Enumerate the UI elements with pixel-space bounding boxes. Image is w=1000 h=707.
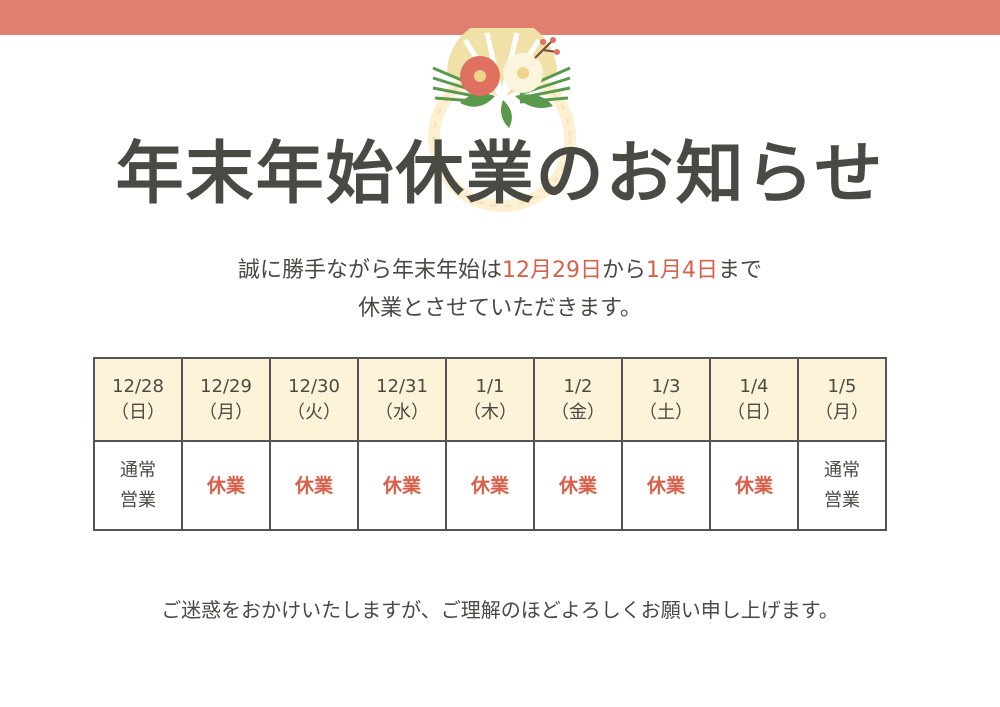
wreath-decoration-icon [428,28,576,212]
status-closed: 休業 [382,474,421,497]
status-open: 営業 [120,489,156,511]
weekday: （月） [815,401,869,423]
notice-message: 誠に勝手ながら年末年始は12月29日から1月4日まで 休業とさせていただきます。 [0,252,1000,328]
message-text: 誠に勝手ながら年末年始は [237,258,502,283]
status-cell: 通常 営業 [93,440,183,531]
weekday: （月） [199,401,253,423]
date-header-row: 12/28 （日） 12/29 （月） 12/30 （火） 12/31 （水） 1/1 （木） 1/… [93,357,887,442]
date: 12/28 [112,375,164,397]
status-cell: 休業 [181,440,271,531]
date-cell: 1/3 （土） [621,357,711,442]
status-cell: 休業 [357,440,447,531]
status-open: 通常 [120,459,156,481]
status-row: 通常 営業 休業 休業 休業 休業 休業 休業 休業 通常 営業 [93,440,887,531]
message-text: まで [718,258,763,283]
weekday: （日） [727,401,781,423]
status-cell: 休業 [621,440,711,531]
start-date: 12月29日 [501,258,602,283]
status-cell: 休業 [533,440,623,531]
status-closed: 休業 [558,474,597,497]
message-text: 休業とさせていただきます。 [358,296,642,321]
date-cell: 12/31 （水） [357,357,447,442]
status-closed: 休業 [294,474,333,497]
footer-message: ご迷惑をおかけいたしますが、ご理解のほどよろしくお願い申し上げます。 [161,598,839,622]
status-cell: 通常 営業 [797,440,887,531]
date: 1/2 [563,375,593,397]
date: 1/5 [827,375,857,397]
date: 1/1 [475,375,505,397]
weekday: （日） [111,401,165,423]
message-text: から [601,258,646,283]
weekday: （木） [463,401,517,423]
end-date: 1月4日 [646,258,718,283]
status-open: 営業 [824,489,860,511]
status-closed: 休業 [646,474,685,497]
status-cell: 休業 [269,440,359,531]
status-closed: 休業 [206,474,245,497]
status-cell: 休業 [709,440,799,531]
status-closed: 休業 [470,474,509,497]
date: 12/31 [376,375,428,397]
page-title: 年末年始休業のお知らせ [115,135,885,214]
weekday: （土） [639,401,693,423]
date-cell: 1/5 （月） [797,357,887,442]
holiday-schedule-table: 12/28 （日） 12/29 （月） 12/30 （火） 12/31 （水） 1/1 （木） 1/… [93,357,887,531]
weekday: （金） [551,401,605,423]
date-cell: 1/1 （木） [445,357,535,442]
date-cell: 12/28 （日） [93,357,183,442]
status-closed: 休業 [734,474,773,497]
status-cell: 休業 [445,440,535,531]
weekday: （水） [375,401,429,423]
date: 12/30 [288,375,340,397]
date: 12/29 [200,375,252,397]
date-cell: 12/29 （月） [181,357,271,442]
date: 1/4 [739,375,769,397]
date-cell: 12/30 （火） [269,357,359,442]
date: 1/3 [651,375,681,397]
status-open: 通常 [824,459,860,481]
weekday: （火） [287,401,341,423]
date-cell: 1/2 （金） [533,357,623,442]
date-cell: 1/4 （日） [709,357,799,442]
